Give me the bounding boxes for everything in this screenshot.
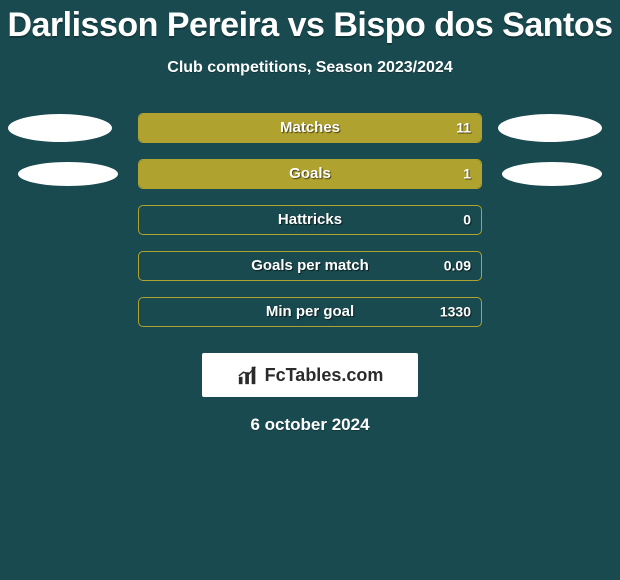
player-photo-placeholder-right	[498, 114, 602, 142]
stat-label: Min per goal	[139, 303, 481, 320]
stat-label: Hattricks	[139, 211, 481, 228]
stat-value: 0.09	[444, 258, 471, 274]
stat-row: Hattricks0	[0, 197, 620, 243]
stat-label: Goals per match	[139, 257, 481, 274]
stat-label: Matches	[139, 119, 481, 136]
stat-bar: Matches11	[138, 113, 482, 143]
stat-label: Goals	[139, 165, 481, 182]
player-photo-placeholder-left	[8, 114, 112, 142]
stat-bar: Hattricks0	[138, 205, 482, 235]
stat-row: Goals1	[0, 151, 620, 197]
stat-rows: Matches11 Goals1 Hattricks0 Goals per match…	[0, 105, 620, 335]
player-photo-placeholder-left	[18, 162, 118, 186]
comparison-card: Darlisson Pereira vs Bispo dos Santos Cl…	[0, 0, 620, 580]
player-photo-placeholder-right	[502, 162, 602, 186]
stat-value: 1330	[440, 304, 471, 320]
page-title: Darlisson Pereira vs Bispo dos Santos	[0, 0, 620, 45]
stat-row: Min per goal1330	[0, 289, 620, 335]
stat-row: Goals per match0.09	[0, 243, 620, 289]
bars-icon	[237, 364, 259, 386]
source-badge: FcTables.com	[202, 353, 418, 397]
source-text: FcTables.com	[265, 365, 384, 386]
stat-row: Matches11	[0, 105, 620, 151]
stat-bar: Min per goal1330	[138, 297, 482, 327]
stat-bar: Goals1	[138, 159, 482, 189]
date-label: 6 october 2024	[0, 415, 620, 435]
stat-value: 1	[463, 166, 471, 182]
subtitle: Club competitions, Season 2023/2024	[0, 59, 620, 77]
stat-value: 0	[463, 212, 471, 228]
stat-bar: Goals per match0.09	[138, 251, 482, 281]
stat-value: 11	[456, 120, 471, 136]
